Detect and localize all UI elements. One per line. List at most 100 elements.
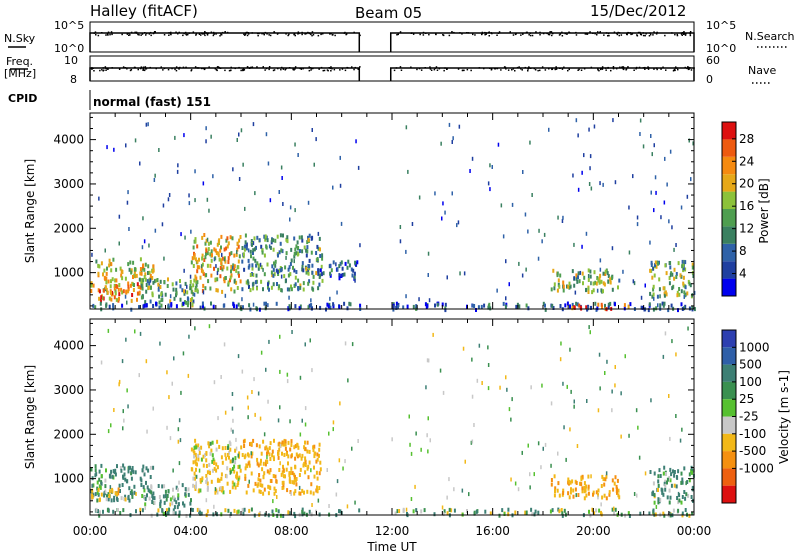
echo-cell: [204, 453, 206, 458]
echo-cell: [187, 487, 190, 492]
echo-cell: [273, 261, 275, 266]
echo-cell: [425, 385, 427, 390]
echo-cell: [313, 444, 316, 449]
echo-cell: [653, 500, 656, 505]
echo-cell: [531, 193, 533, 197]
echo-cell: [132, 260, 135, 265]
echo-cell: [540, 465, 542, 470]
echo-cell: [106, 145, 108, 150]
echo-cell: [263, 301, 266, 306]
echo-cell: [190, 507, 193, 512]
echo-cell: [587, 268, 590, 273]
status-dot: [143, 69, 145, 71]
echo-cell: [192, 449, 195, 454]
status-dot: [126, 33, 129, 35]
echo-cell: [124, 494, 127, 499]
status-dot: [498, 31, 501, 33]
echo-cell: [471, 394, 474, 399]
echo-cell: [600, 502, 602, 507]
status-dot: [547, 33, 550, 36]
echo-cell: [226, 244, 229, 249]
status-dot: [284, 69, 286, 71]
echo-cell: [565, 457, 567, 462]
echo-cell: [92, 283, 95, 288]
status-dot: [649, 33, 652, 36]
status-dot: [434, 67, 436, 70]
status-dot: [308, 69, 311, 72]
status-dot: [680, 33, 683, 35]
echo-cell: [289, 205, 292, 210]
echo-cell: [242, 162, 244, 167]
echo-cell: [267, 161, 270, 166]
echo-cell: [166, 284, 169, 288]
echo-cell: [102, 288, 105, 293]
echo-cell: [684, 260, 687, 265]
echo-cell: [510, 417, 512, 422]
echo-cell: [288, 471, 291, 476]
echo-cell: [263, 234, 266, 239]
status-dot: [305, 32, 307, 34]
echo-cell: [216, 288, 219, 293]
echo-cell: [306, 249, 309, 254]
echo-cell: [446, 511, 449, 516]
echo-cell: [187, 297, 190, 302]
echo-cell: [117, 487, 120, 492]
echo-cell: [263, 432, 266, 437]
echo-cell: [244, 244, 247, 249]
status-dot: [273, 31, 276, 34]
echo-cell: [683, 290, 686, 295]
status-dot: [261, 32, 263, 35]
echo-cell: [639, 132, 641, 136]
echo-cell: [680, 289, 683, 294]
echo-cell: [309, 338, 311, 343]
echo-cell: [252, 251, 254, 255]
status-dot: [215, 33, 217, 35]
status-dot: [655, 33, 658, 35]
nave-tick-bottom: 0: [706, 73, 713, 86]
echo-cell: [669, 273, 672, 278]
echo-cell: [100, 492, 103, 497]
echo-cell: [144, 300, 147, 305]
echo-cell: [201, 256, 204, 261]
echo-cell: [262, 461, 265, 466]
x-tick-label: 20:00: [576, 524, 611, 538]
nave-tick-top: 60: [706, 54, 720, 67]
echo-cell: [553, 286, 556, 291]
echo-cell: [279, 443, 282, 448]
echo-cell: [112, 306, 115, 311]
status-dot: [637, 31, 640, 34]
y-tick-label: 2000: [53, 427, 84, 441]
status-dot: [676, 33, 678, 36]
echo-cell: [575, 273, 578, 278]
echo-cell: [409, 442, 411, 447]
status-dot: [520, 34, 522, 36]
status-dot: [273, 69, 276, 71]
echo-cell: [143, 239, 146, 244]
status-dot: [268, 34, 270, 36]
echo-cell: [195, 276, 198, 281]
nsearch-tick-bottom: 10^0: [706, 42, 736, 55]
colorbar-tick-label: 4: [739, 267, 747, 281]
echo-cell: [294, 142, 296, 147]
status-dot: [182, 66, 185, 69]
echo-cell: [446, 275, 448, 280]
echo-cell: [662, 286, 665, 291]
echo-cell: [677, 261, 680, 266]
status-dot: [640, 34, 643, 36]
echo-cell: [273, 491, 276, 496]
echo-cell: [282, 483, 285, 488]
echo-cell: [307, 281, 310, 286]
echo-cell: [192, 245, 195, 250]
echo-cell: [281, 440, 284, 445]
echo-cell: [148, 243, 150, 248]
echo-cell: [666, 480, 668, 485]
status-dot: [294, 66, 297, 68]
echo-cell: [242, 305, 244, 310]
status-dot: [687, 66, 689, 68]
echo-cell: [617, 493, 620, 498]
echo-cell: [251, 263, 254, 268]
echo-cell: [657, 500, 660, 505]
echo-cell: [284, 265, 287, 270]
echo-cell: [585, 305, 588, 310]
